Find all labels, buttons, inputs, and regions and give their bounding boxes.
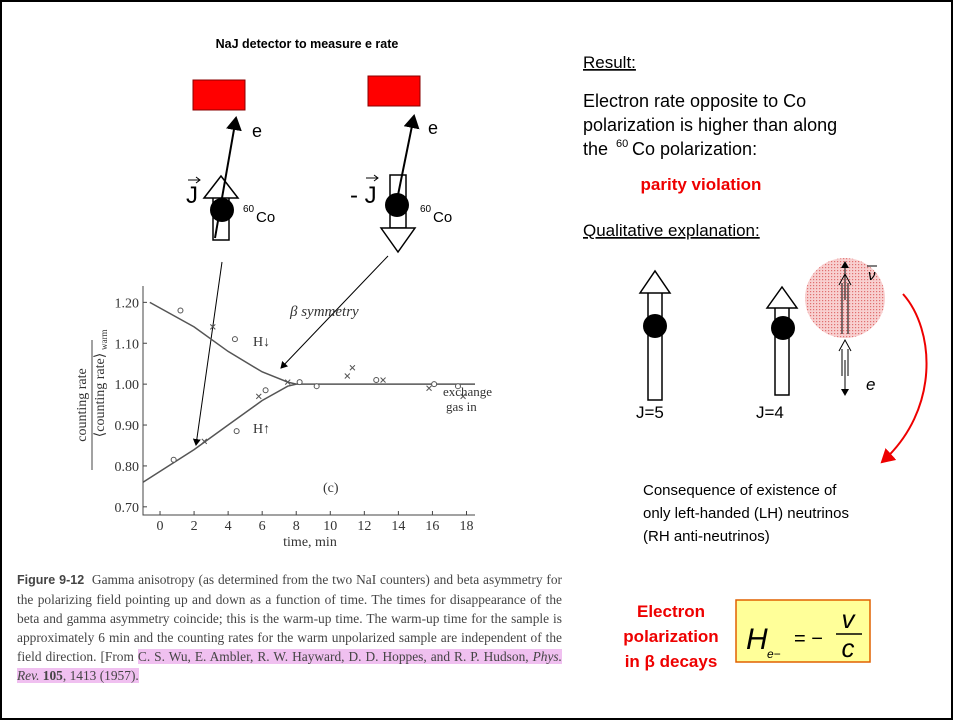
electron-spin	[839, 340, 851, 395]
y-tick-label: 1.20	[115, 296, 140, 311]
nucleus	[771, 316, 795, 340]
data-point	[297, 380, 302, 385]
isotope-mass: 60	[420, 204, 432, 215]
detector-title: NaJ detector to measure e rate	[216, 37, 399, 51]
spin-label: J	[186, 182, 198, 209]
plot-annotation: β symmetry	[289, 304, 359, 320]
data-point	[374, 378, 379, 383]
plot-annotation: H↑	[253, 422, 270, 437]
x-tick-label: 14	[391, 519, 405, 534]
y-axis-label-sub: warm	[99, 330, 109, 351]
electron-label: e	[866, 375, 875, 394]
y-tick-label: 0.90	[115, 419, 140, 434]
x-tick-label: 8	[293, 519, 300, 534]
x-axis-label: time, min	[283, 535, 337, 550]
polarization-line: polarization	[623, 627, 718, 646]
spin-arrow-up	[767, 287, 797, 395]
result-line: polarization is higher than along	[583, 115, 837, 135]
figure-caption: Figure 9-12 Gamma anisotropy (as determi…	[17, 570, 562, 685]
formula-den: c	[842, 633, 855, 663]
y-tick-label: 1.10	[115, 337, 140, 352]
qualitative-heading: Qualitative explanation:	[583, 221, 760, 240]
x-tick-label: 12	[357, 519, 371, 534]
caption-label: Figure 9-12	[17, 573, 84, 587]
citation-authors: C. S. Wu, E. Ambler, R. W. Hayward, D. D…	[138, 649, 529, 664]
data-point	[232, 337, 237, 342]
isotope-symbol: Co	[256, 209, 275, 226]
formula-sub: e−	[767, 647, 781, 661]
result-line: Co polarization:	[632, 139, 757, 159]
vector-arrow	[366, 175, 378, 181]
isotope-mass: 60	[616, 138, 628, 150]
neutrino-label: ν	[868, 267, 876, 284]
data-point	[314, 384, 319, 389]
citation-end: , 1413 (1957).	[63, 668, 139, 683]
x-tick-label: 0	[157, 519, 164, 534]
x-tick-label: 2	[191, 519, 198, 534]
slide: NaJ detector to measure e rate e e J - J…	[0, 0, 954, 721]
spin-label: - J	[350, 182, 377, 209]
x-tick-label: 10	[323, 519, 337, 534]
y-tick-label: 0.70	[115, 501, 140, 516]
formula-num: v	[842, 604, 857, 634]
polarization-line: in β decays	[625, 652, 718, 671]
result-line: Electron rate opposite to Co	[583, 91, 806, 111]
spin-value: J=5	[636, 403, 664, 422]
data-point	[263, 388, 268, 393]
curve	[143, 384, 296, 482]
y-tick-label: 0.80	[115, 460, 140, 475]
pointer-arrow	[196, 262, 222, 445]
consequence-line: (RH anti-neutrinos)	[643, 528, 770, 545]
plot-annotation: gas in	[446, 399, 477, 414]
data-point	[381, 378, 386, 383]
spin-value: J=4	[756, 403, 784, 422]
plot: 0 2 4 6 8 10 12 14 16 18 0.70 0.80 0.90 1.00 1.10 1.20 β…	[75, 286, 492, 550]
consequence-line: Consequence of existence of	[643, 482, 837, 499]
x-tick-label: 16	[425, 519, 439, 534]
polarization-line: Electron	[637, 602, 705, 621]
plot-annotation: exchange	[443, 384, 492, 399]
isotope-symbol: Co	[433, 209, 452, 226]
x-tick-label: 6	[259, 519, 266, 534]
parity-violation: parity violation	[641, 175, 762, 194]
formula-eq: = −	[794, 628, 823, 650]
consequence-line: only left-handed (LH) neutrinos	[643, 505, 849, 522]
detector	[368, 76, 420, 106]
plot-annotation: H↓	[253, 335, 270, 350]
data-point	[234, 429, 239, 434]
data-point	[427, 386, 432, 391]
data-point	[171, 457, 176, 462]
axes	[143, 286, 475, 515]
y-axis-label: counting rate	[75, 368, 90, 441]
electron-label: e	[252, 121, 262, 141]
isotope-mass: 60	[243, 204, 255, 215]
data-point	[178, 308, 183, 313]
y-tick-label: 1.00	[115, 378, 140, 393]
result-heading: Result:	[583, 53, 636, 72]
detector	[193, 80, 245, 110]
data-point	[350, 365, 355, 370]
data-point	[432, 382, 437, 387]
nucleus	[643, 314, 667, 338]
data-point	[345, 373, 350, 378]
consequence-arrow	[882, 294, 927, 462]
result-line: the	[583, 139, 608, 159]
electron-label: e	[428, 118, 438, 138]
x-tick-label: 4	[225, 519, 232, 534]
x-tick-label: 18	[459, 519, 473, 534]
citation-volume: 105	[43, 668, 63, 683]
formula-h: H	[746, 623, 768, 656]
plot-annotation: (c)	[323, 481, 339, 496]
data-point	[256, 394, 261, 399]
y-axis-label: ⟨counting rate⟩	[93, 353, 108, 437]
